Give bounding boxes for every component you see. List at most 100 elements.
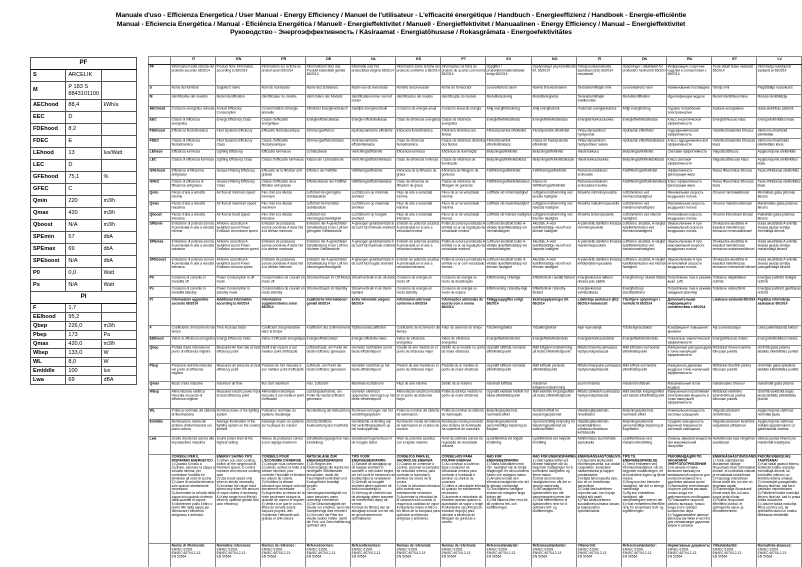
language-code: IT [192, 57, 196, 62]
translation-cell: Émission de puissance sonore pondérée A … [260, 257, 307, 276]
language-code: NL [371, 57, 377, 62]
translation-cell: Eficiência dinâmica dos fluidos [440, 128, 487, 139]
translation-text: Потребление тока в режиме выкл. (off) [667, 276, 712, 284]
translation-cell: Mudeli identifitseerimine [710, 94, 757, 107]
translation-text: Lisateave vastavalt 66/2014 [712, 298, 756, 302]
translation-cell: Интенсивная скорость воздушного потока [665, 212, 712, 222]
summary-row: Pbep 173 Pa [29, 330, 138, 340]
translation-text: Belysningseffektivitet [622, 150, 653, 154]
translation-text: Tidsforøgelsesfaktor [622, 326, 652, 330]
translation-text: Flusso d'aria a velocità minima [171, 191, 206, 199]
translation-cell: Gemeten elektrisch opgenomen vermogen op… [350, 389, 397, 409]
translation-cell: Luftgjennomstrømming ved intensiv hastig… [530, 212, 577, 222]
translation-cell: Alimentazione elettrica misurata nel pun… [170, 389, 217, 409]
translation-text: Consumo di corrente in modalità standby [171, 287, 207, 295]
translation-cell: Grease Filtering Efficiency Class [215, 179, 262, 191]
param-code-cell: FDEC [147, 138, 172, 150]
translation-text: Energieeffizienzindex [306, 337, 339, 341]
translation-cell: Tijdstoenamecoëfficiënt [350, 325, 397, 337]
translation-text: Årlig energiförbrukning [487, 107, 521, 111]
translation-text: Measured air pressure at best efficiency… [216, 364, 261, 372]
translation-cell: Hydrodynamische efficiëntie [350, 128, 397, 139]
translation-text: Jährlicher Energieverbrauch [306, 107, 348, 111]
tips-title: TIPS TIL ENERGIBESPARELSE [622, 455, 657, 463]
translation-cell: Modellbeteckning [485, 94, 532, 107]
translation-text: Energieffektivitetsklass [487, 118, 521, 122]
translation-text: Luftflöde vid intensiv hastighet [487, 213, 532, 217]
param-code: LEhood [149, 150, 163, 154]
translation-text: Product fiche information, according to … [216, 65, 255, 73]
param-row: Lwa Livello di potenza sonora alla impost… [147, 436, 802, 455]
translation-cell: Classe d'efficacité énergétique [260, 117, 307, 129]
translation-cell: Rasva filtreerimise tõhususe klass [710, 179, 757, 191]
param-value: 420 [65, 207, 102, 220]
tips-title: ENERGIANSÄÄSTÖNEUVOJA [577, 455, 622, 459]
param-unit: m3/h [100, 195, 138, 208]
param-unit: % [100, 171, 138, 184]
translation-cell: Modellbetegnelse [530, 94, 577, 107]
translation-text: Helivõimsuse tase kõrgeimal seadistusel [712, 437, 756, 445]
translation-text: A-gewogen geluidsemissie in de lucht bij… [351, 258, 396, 266]
translation-cell: Akustisk, A-veid lydeffektutslipp via lu… [530, 221, 577, 240]
translation-cell: Energieffektivitetsklass [485, 117, 532, 129]
translation-cell: Vetfilteringsefficiëntie [350, 168, 397, 180]
translation-text: maximalt luftflöde [487, 382, 513, 386]
param-code-cell: SPEboost [147, 257, 172, 276]
translation-cell: Classe di efficienza di filtrazione anti… [170, 179, 217, 191]
translation-text: Air flow at boost speed [216, 213, 250, 217]
param-unit [100, 159, 138, 172]
translation-cell: Verlichtingsefficiëntie [350, 149, 397, 158]
translation-cell: Luftbåren, akustisk, A-vægtet lydeffekte… [620, 239, 667, 258]
translation-cell: Classe de eficiência energética [440, 117, 487, 129]
translation-cell: Consommation d'énergie annuelle [260, 106, 307, 118]
translation-cell: Nom du fournisseur [260, 85, 307, 95]
translation-cell: Hydrodynamische efficiëntieklasse [350, 138, 397, 150]
translation-cell: Verlichtingsefficiëntieklasse [350, 157, 397, 169]
translation-cell: Fator de aumento de tempo [440, 325, 487, 337]
summary-section-label: PI [30, 291, 137, 304]
param-row: EEC Classe di efficienza energetica Energy… [147, 117, 802, 129]
translation-text: Informations sur la fiche du produit sel… [261, 65, 303, 73]
param-code: Wbep [29, 348, 67, 358]
translation-text: Nome del fornitore [171, 86, 199, 90]
translation-cell: Efficienza di filtrazione antigrasso [170, 168, 217, 180]
translation-cell: Jährlicher Energieverbrauch [305, 106, 352, 118]
param-code: SPEmax [149, 240, 164, 244]
param-unit: Pa [100, 330, 138, 340]
translation-cell: Naam van de leverancier [350, 85, 397, 95]
translation-text: maximum air flow [216, 382, 243, 386]
translation-text: Supplier's name [216, 86, 241, 90]
references-cell: Referensstandarder: EN/IEC 61591 EN/IEC 6… [485, 543, 532, 567]
translation-cell: Elförbrukning i standby-läge [485, 286, 532, 298]
translation-text: Lighting Efficiency Class [216, 158, 253, 162]
multilingual-parameter-table: IT EN FR DE NL ES PT SV NO FI DK RU ET LV PF Informazio… [147, 56, 802, 567]
translation-text: Vedelikudünaamika tõhususe klass [712, 139, 757, 147]
translation-text: Extra informatie volgens 66/2014 [351, 298, 392, 306]
references-cell: Viitenormit: EN/IEC 61591 EN/IEC 60704-2-… [575, 543, 622, 567]
translation-text: Toitetarve ooterežiimis [712, 287, 746, 291]
translation-text: Emission der A-gewichteten Schallleistun… [306, 258, 349, 270]
translation-text: Pression de l'air mesurée à son meilleur… [261, 364, 304, 372]
param-value: 88,4 [65, 99, 102, 112]
translation-text: Modeļa identifikācija [757, 95, 788, 99]
param-value: ARCELIK [65, 69, 102, 82]
translation-text: Jaarlijks energieverbruik [351, 107, 388, 111]
translation-text: Gaisa akustiskās A-svērtās skaņas jaudas… [757, 240, 798, 252]
translation-cell: Luchtstroom op maximale snelheid [350, 201, 397, 213]
translation-cell: Consumo de energia no modo de espera [440, 286, 487, 298]
translation-text: Målt lufttrykk på beste effektivitetspun… [532, 364, 566, 372]
language-header-cell: IT [170, 56, 217, 65]
language-code: FI [597, 57, 601, 62]
translation-text: Målt luftgjennomstrømming på beste effek… [532, 346, 573, 354]
translation-cell: Consommation de courant en mode off [260, 275, 307, 287]
translation-cell: Emission der A-gewichteten Schallleistun… [305, 257, 352, 276]
translation-cell: Identificação do modelo [440, 94, 487, 107]
param-code: Emiddle [29, 366, 67, 376]
translation-cell: Lisätietoja asetuksen (EU) 66/2014 mukai… [575, 297, 622, 326]
translation-cell: Clase de eficiencia luminosa [395, 157, 442, 169]
translation-text: Luftgjennomstrømming ved intensiv hastig… [532, 213, 573, 221]
translation-cell: Nominell effekt for belysningssystemet [530, 408, 577, 420]
translation-cell: Luftgjennomstrømming ved laveste hastigh… [530, 190, 577, 202]
references-title: Referansestandarder: [532, 544, 567, 548]
param-code: Qboost [149, 213, 162, 217]
